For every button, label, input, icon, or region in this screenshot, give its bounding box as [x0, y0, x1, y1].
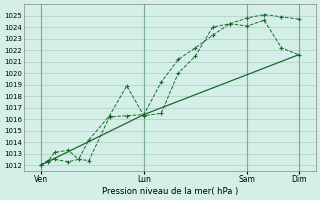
X-axis label: Pression niveau de la mer( hPa ): Pression niveau de la mer( hPa )	[101, 187, 238, 196]
